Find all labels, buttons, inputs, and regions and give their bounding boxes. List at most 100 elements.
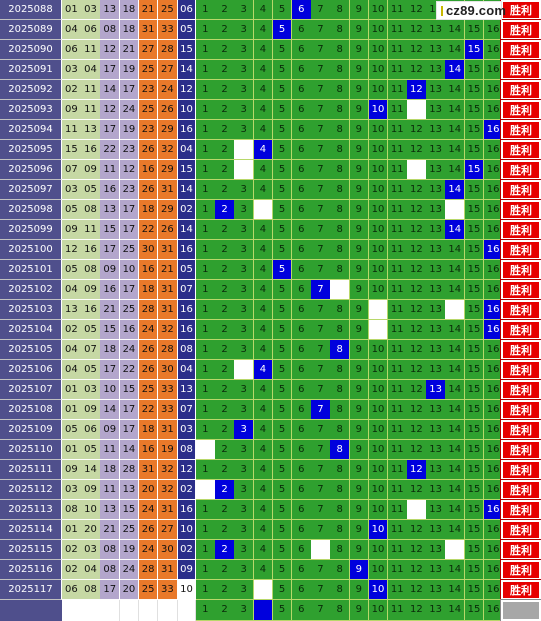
result-badge-empty[interactable] bbox=[500, 599, 541, 621]
trend-cell: 8 bbox=[330, 120, 350, 140]
red-ball-number: 16 bbox=[81, 140, 101, 160]
trend-cell: 7 bbox=[311, 300, 331, 320]
result-badge[interactable]: 胜利 bbox=[500, 0, 541, 21]
trend-cell: 7 bbox=[311, 20, 331, 40]
trend-cell: 15 bbox=[464, 440, 485, 460]
trend-cell: 7 bbox=[311, 260, 331, 280]
trend-cell: 6 bbox=[291, 240, 312, 260]
red-ball-number: 31 bbox=[138, 460, 159, 480]
trend-cell: 5 bbox=[272, 160, 293, 180]
result-badge[interactable]: 胜利 bbox=[500, 79, 541, 101]
result-badge[interactable]: 胜利 bbox=[500, 139, 541, 161]
result-badge[interactable]: 胜利 bbox=[500, 39, 541, 61]
trend-cell: 4 bbox=[253, 280, 274, 300]
result-badge[interactable]: 胜利 bbox=[500, 159, 541, 181]
trend-cell-hit: 5 bbox=[272, 260, 293, 280]
red-ball-number: 21 bbox=[119, 40, 140, 60]
red-ball-number: 12 bbox=[119, 160, 140, 180]
result-badge[interactable]: 胜利 bbox=[500, 419, 541, 441]
trend-cell: 11 bbox=[387, 40, 408, 60]
trend-cell: 1 bbox=[196, 460, 216, 480]
result-badge[interactable]: 胜利 bbox=[500, 319, 541, 341]
trend-cell: 7 bbox=[311, 420, 331, 440]
red-ball-number: 30 bbox=[158, 540, 178, 560]
trend-cell-hit: 4 bbox=[253, 360, 274, 380]
red-ball-number: 06 bbox=[81, 20, 101, 40]
result-badge[interactable]: 胜利 bbox=[500, 519, 541, 541]
trend-cell: 5 bbox=[272, 460, 293, 480]
result-badge[interactable]: 胜利 bbox=[500, 259, 541, 281]
trend-cell: 6 bbox=[291, 140, 312, 160]
trend-cell: 14 bbox=[445, 100, 466, 120]
trend-cell: 14 bbox=[445, 520, 466, 540]
trend-cell: 7 bbox=[311, 40, 331, 60]
trend-cell: 2 bbox=[215, 240, 235, 260]
blue-ball-number: 15 bbox=[178, 160, 196, 180]
result-badge[interactable]: 胜利 bbox=[500, 199, 541, 221]
trend-cell: 13 bbox=[426, 320, 446, 340]
trend-cell: 11 bbox=[387, 100, 408, 120]
trend-cell: 9 bbox=[349, 220, 370, 240]
red-ball-number: 19 bbox=[119, 540, 140, 560]
trend-cell: 15 bbox=[464, 360, 485, 380]
trend-cell: 9 bbox=[349, 400, 370, 420]
result-badge[interactable]: 胜利 bbox=[500, 379, 541, 401]
trend-cell: 8 bbox=[330, 540, 350, 560]
result-badge[interactable]: 胜利 bbox=[500, 339, 541, 361]
trend-cell: 4 bbox=[253, 340, 274, 360]
result-badge[interactable]: 胜利 bbox=[500, 99, 541, 121]
trend-cell: 13 bbox=[426, 220, 446, 240]
result-badge[interactable]: 胜利 bbox=[500, 399, 541, 421]
issue-number: 2025117 bbox=[0, 580, 62, 600]
trend-cell: 8 bbox=[330, 580, 350, 600]
red-ball-number: 18 bbox=[100, 340, 121, 360]
trend-cell: 9 bbox=[349, 120, 370, 140]
red-ball-number: 17 bbox=[100, 360, 121, 380]
result-badge[interactable]: 胜利 bbox=[500, 439, 541, 461]
trend-cell: 11 bbox=[387, 500, 408, 520]
result-badge[interactable]: 胜利 bbox=[500, 359, 541, 381]
result-badge[interactable]: 胜利 bbox=[500, 499, 541, 521]
result-badge[interactable]: 胜利 bbox=[500, 299, 541, 321]
result-badge[interactable]: 胜利 bbox=[500, 559, 541, 581]
result-badge[interactable]: 胜利 bbox=[500, 579, 541, 601]
red-ball-number: 12 bbox=[62, 240, 82, 260]
result-badge[interactable]: 胜利 bbox=[500, 19, 541, 41]
result-badge[interactable]: 胜利 bbox=[500, 539, 541, 561]
result-badge[interactable]: 胜利 bbox=[500, 479, 541, 501]
issue-number: 2025104 bbox=[0, 320, 62, 340]
red-ball-number: 10 bbox=[119, 260, 140, 280]
trend-cell: 4 bbox=[253, 500, 274, 520]
trend-cell-hit: 10 bbox=[368, 580, 389, 600]
result-badge[interactable]: 胜利 bbox=[500, 219, 541, 241]
trend-cell: 2 bbox=[215, 260, 235, 280]
red-ball-number: 13 bbox=[100, 500, 121, 520]
result-badge[interactable]: 胜利 bbox=[500, 239, 541, 261]
result-badge[interactable]: 胜利 bbox=[500, 279, 541, 301]
issue-number: 2025093 bbox=[0, 100, 62, 120]
red-ball-number: 23 bbox=[119, 180, 140, 200]
red-ball-number: 24 bbox=[138, 320, 159, 340]
trend-cell: 9 bbox=[349, 440, 370, 460]
trend-cell: 12 bbox=[407, 340, 427, 360]
red-ball-number: 01 bbox=[62, 400, 82, 420]
trend-cell: 15 bbox=[464, 540, 485, 560]
trend-cell: 12 bbox=[407, 520, 427, 540]
trend-cell: 14 bbox=[445, 280, 466, 300]
trend-cell: 14 bbox=[445, 240, 466, 260]
result-badge[interactable]: 胜利 bbox=[500, 459, 541, 481]
issue-number: 2025097 bbox=[0, 180, 62, 200]
result-badge[interactable]: 胜利 bbox=[500, 179, 541, 201]
trend-cell: 15 bbox=[464, 480, 485, 500]
trend-cell: 3 bbox=[234, 100, 255, 120]
trend-cell-hit: 6 bbox=[291, 0, 312, 20]
trend-cell: 15 bbox=[464, 280, 485, 300]
trend-cell: 9 bbox=[349, 240, 370, 260]
trend-cell: 2 bbox=[215, 120, 235, 140]
trend-cell: 1 bbox=[196, 120, 216, 140]
result-badge[interactable]: 胜利 bbox=[500, 59, 541, 81]
result-badge[interactable]: 胜利 bbox=[500, 119, 541, 141]
trend-cell-hit: 15 bbox=[464, 160, 485, 180]
site-logo[interactable]: cz89.com bbox=[436, 1, 506, 20]
trend-cell: 13 bbox=[426, 420, 446, 440]
